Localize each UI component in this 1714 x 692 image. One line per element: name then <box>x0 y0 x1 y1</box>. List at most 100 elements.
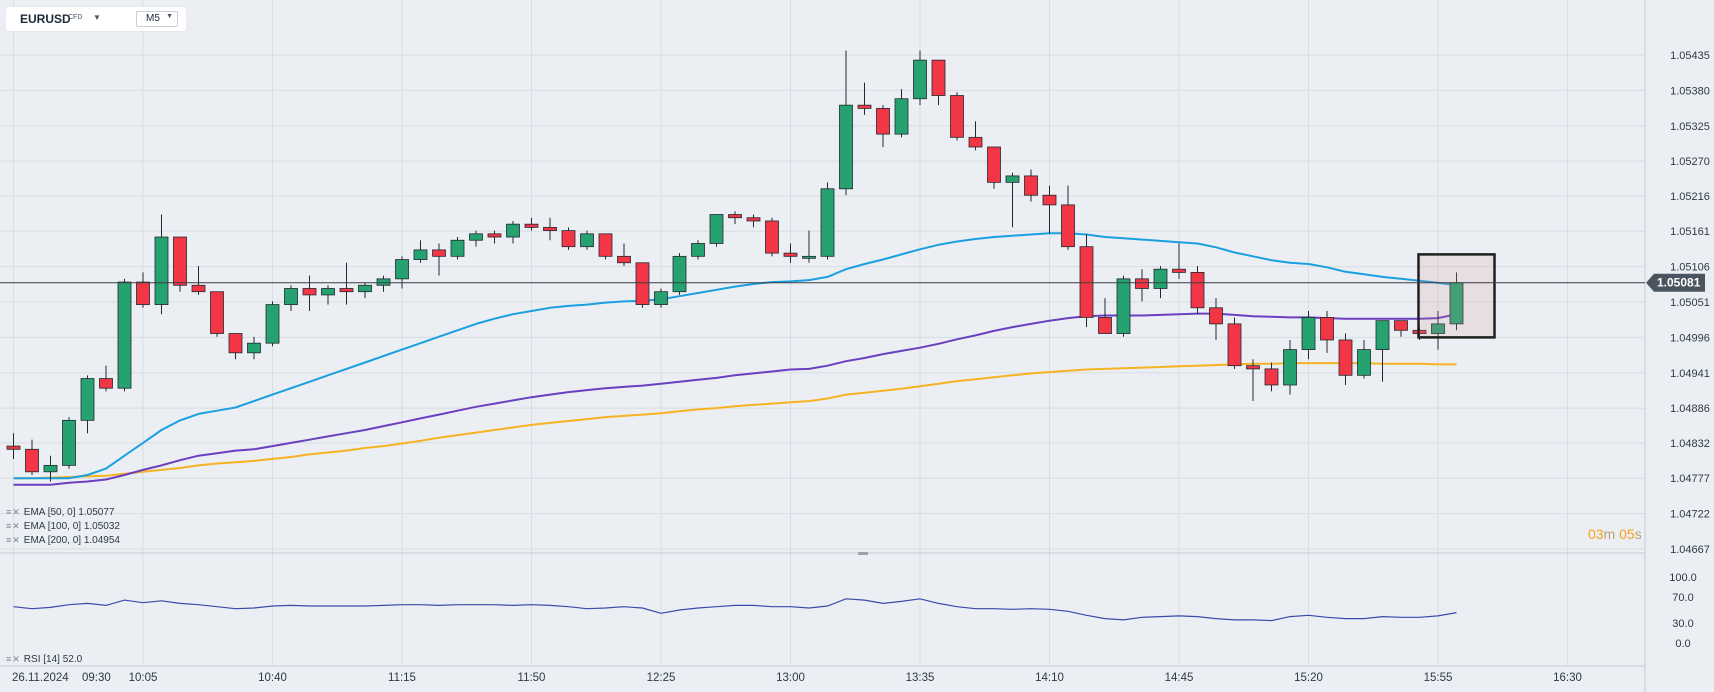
candle-body <box>339 288 354 293</box>
candle-body <box>173 236 187 286</box>
indicator-legend-ema50[interactable]: ≡✕ EMA [50, 0] 1.05077 <box>6 507 114 518</box>
symbol-selector[interactable]: EURUSD CFD ▼ M5 ▼ <box>6 7 186 31</box>
price-tick-label: 1.04832 <box>1670 438 1710 450</box>
candle-bear <box>931 59 946 106</box>
candle-bear <box>339 262 354 305</box>
candle-bear <box>950 92 964 141</box>
candle-body <box>1320 317 1334 341</box>
price-tick-label: 1.05161 <box>1670 226 1710 238</box>
candle-bull <box>450 237 465 260</box>
price-tick-label: 1.04722 <box>1670 509 1710 521</box>
candle-bull <box>1005 172 1020 228</box>
candle-body <box>950 95 964 138</box>
candle-body <box>1042 194 1057 206</box>
candle-bear <box>6 433 21 459</box>
time-tick-label: 11:15 <box>388 672 416 684</box>
settings-icon[interactable]: ≡✕ <box>6 535 21 545</box>
price-tick-label: 1.05216 <box>1670 191 1710 203</box>
candle-bull <box>802 230 816 263</box>
candle-bear <box>635 262 650 308</box>
rsi-tick-label: 30.0 <box>1672 618 1693 630</box>
candle-body <box>1375 320 1390 350</box>
candle-body <box>506 223 520 238</box>
candle-bull <box>62 417 76 469</box>
candle-bear <box>783 243 798 263</box>
timeframe-selector[interactable]: M5 ▼ <box>136 11 178 27</box>
candle-body <box>284 288 298 305</box>
timer-minutes: 03 <box>1588 526 1604 542</box>
candle-body <box>543 226 557 232</box>
candle-body <box>839 104 853 190</box>
candle-body <box>62 419 76 466</box>
candle-bull <box>894 89 909 138</box>
candle-body <box>987 146 1001 183</box>
candle-body <box>1079 246 1094 318</box>
candle-bull <box>1375 320 1390 382</box>
candle-body <box>136 281 150 305</box>
candle-bull <box>1116 275 1131 337</box>
candle-body <box>1209 307 1223 325</box>
indicator-legend-ema100[interactable]: ≡✕ EMA [100, 0] 1.05032 <box>6 521 120 532</box>
indicator-legend-rsi[interactable]: ≡✕ RSI [14] 52.0 <box>6 654 82 665</box>
candle-bear <box>173 236 187 292</box>
settings-icon[interactable]: ≡✕ <box>6 654 21 664</box>
pane-resize-handle[interactable] <box>858 552 868 555</box>
time-axis: 09:30 10:05 10:40 11:15 11:50 12:25 13:00 13:35… <box>12 672 1582 684</box>
candle-body <box>1172 268 1186 273</box>
candle-bear <box>1061 185 1075 250</box>
candle-bull <box>43 455 58 482</box>
candle-bear <box>1098 298 1112 334</box>
candle-body <box>598 233 613 257</box>
indicator-name: EMA <box>23 535 45 546</box>
price-tick-label: 1.04777 <box>1670 473 1710 485</box>
time-tick-label: 16:30 <box>1553 672 1582 684</box>
candle-bear <box>1246 359 1260 402</box>
candle-body <box>876 107 890 135</box>
candle-body <box>247 342 261 354</box>
candle-bear <box>876 105 890 147</box>
candle-bull <box>691 240 705 260</box>
candle-body <box>450 239 465 257</box>
candle-body <box>820 188 835 257</box>
candle-bull <box>820 182 835 260</box>
candle-body <box>469 233 483 241</box>
candle-bear <box>302 275 317 312</box>
candle-body <box>228 333 243 354</box>
candle-bear <box>487 230 502 244</box>
indicator-name: RSI <box>23 654 41 665</box>
time-tick-label: 14:10 <box>1035 672 1064 684</box>
candle-bear <box>136 272 150 308</box>
candle-bull <box>154 214 169 315</box>
caret-down-icon: ▼ <box>166 13 173 20</box>
timer-seconds-unit: s <box>1634 526 1642 542</box>
price-tick-label: 1.04667 <box>1670 544 1710 556</box>
rsi-tick-label: 100.0 <box>1669 572 1697 584</box>
candle-bull <box>321 285 335 305</box>
candle-body <box>857 104 872 109</box>
candle-bear <box>25 439 39 476</box>
instrument-type-label: CFD <box>68 14 83 21</box>
settings-icon[interactable]: ≡✕ <box>6 521 21 531</box>
price-tick-label: 1.05325 <box>1670 121 1710 133</box>
candle-bull <box>506 220 520 244</box>
candle-body <box>1005 175 1020 183</box>
caret-down-icon[interactable]: ▼ <box>93 13 101 22</box>
candle-body <box>302 288 317 296</box>
candle-bear <box>524 217 539 231</box>
indicator-legend-ema200[interactable]: ≡✕ EMA [200, 0] 1.04954 <box>6 535 120 546</box>
indicator-params: [200, 0] <box>47 535 82 546</box>
candle-body <box>1116 278 1131 334</box>
candle-bull <box>1301 311 1316 360</box>
candle-bull <box>1431 311 1445 350</box>
candle-bull <box>413 240 428 263</box>
rsi-tick-label: 70.0 <box>1672 592 1693 604</box>
candle-bear <box>1209 298 1223 340</box>
candle-body <box>1431 323 1445 334</box>
settings-icon[interactable]: ≡✕ <box>6 507 21 517</box>
candle-bear <box>968 121 983 151</box>
candle-body <box>413 249 428 260</box>
candle-body <box>25 448 39 473</box>
indicator-value: 1.05077 <box>78 507 115 518</box>
candle-body <box>894 98 909 135</box>
